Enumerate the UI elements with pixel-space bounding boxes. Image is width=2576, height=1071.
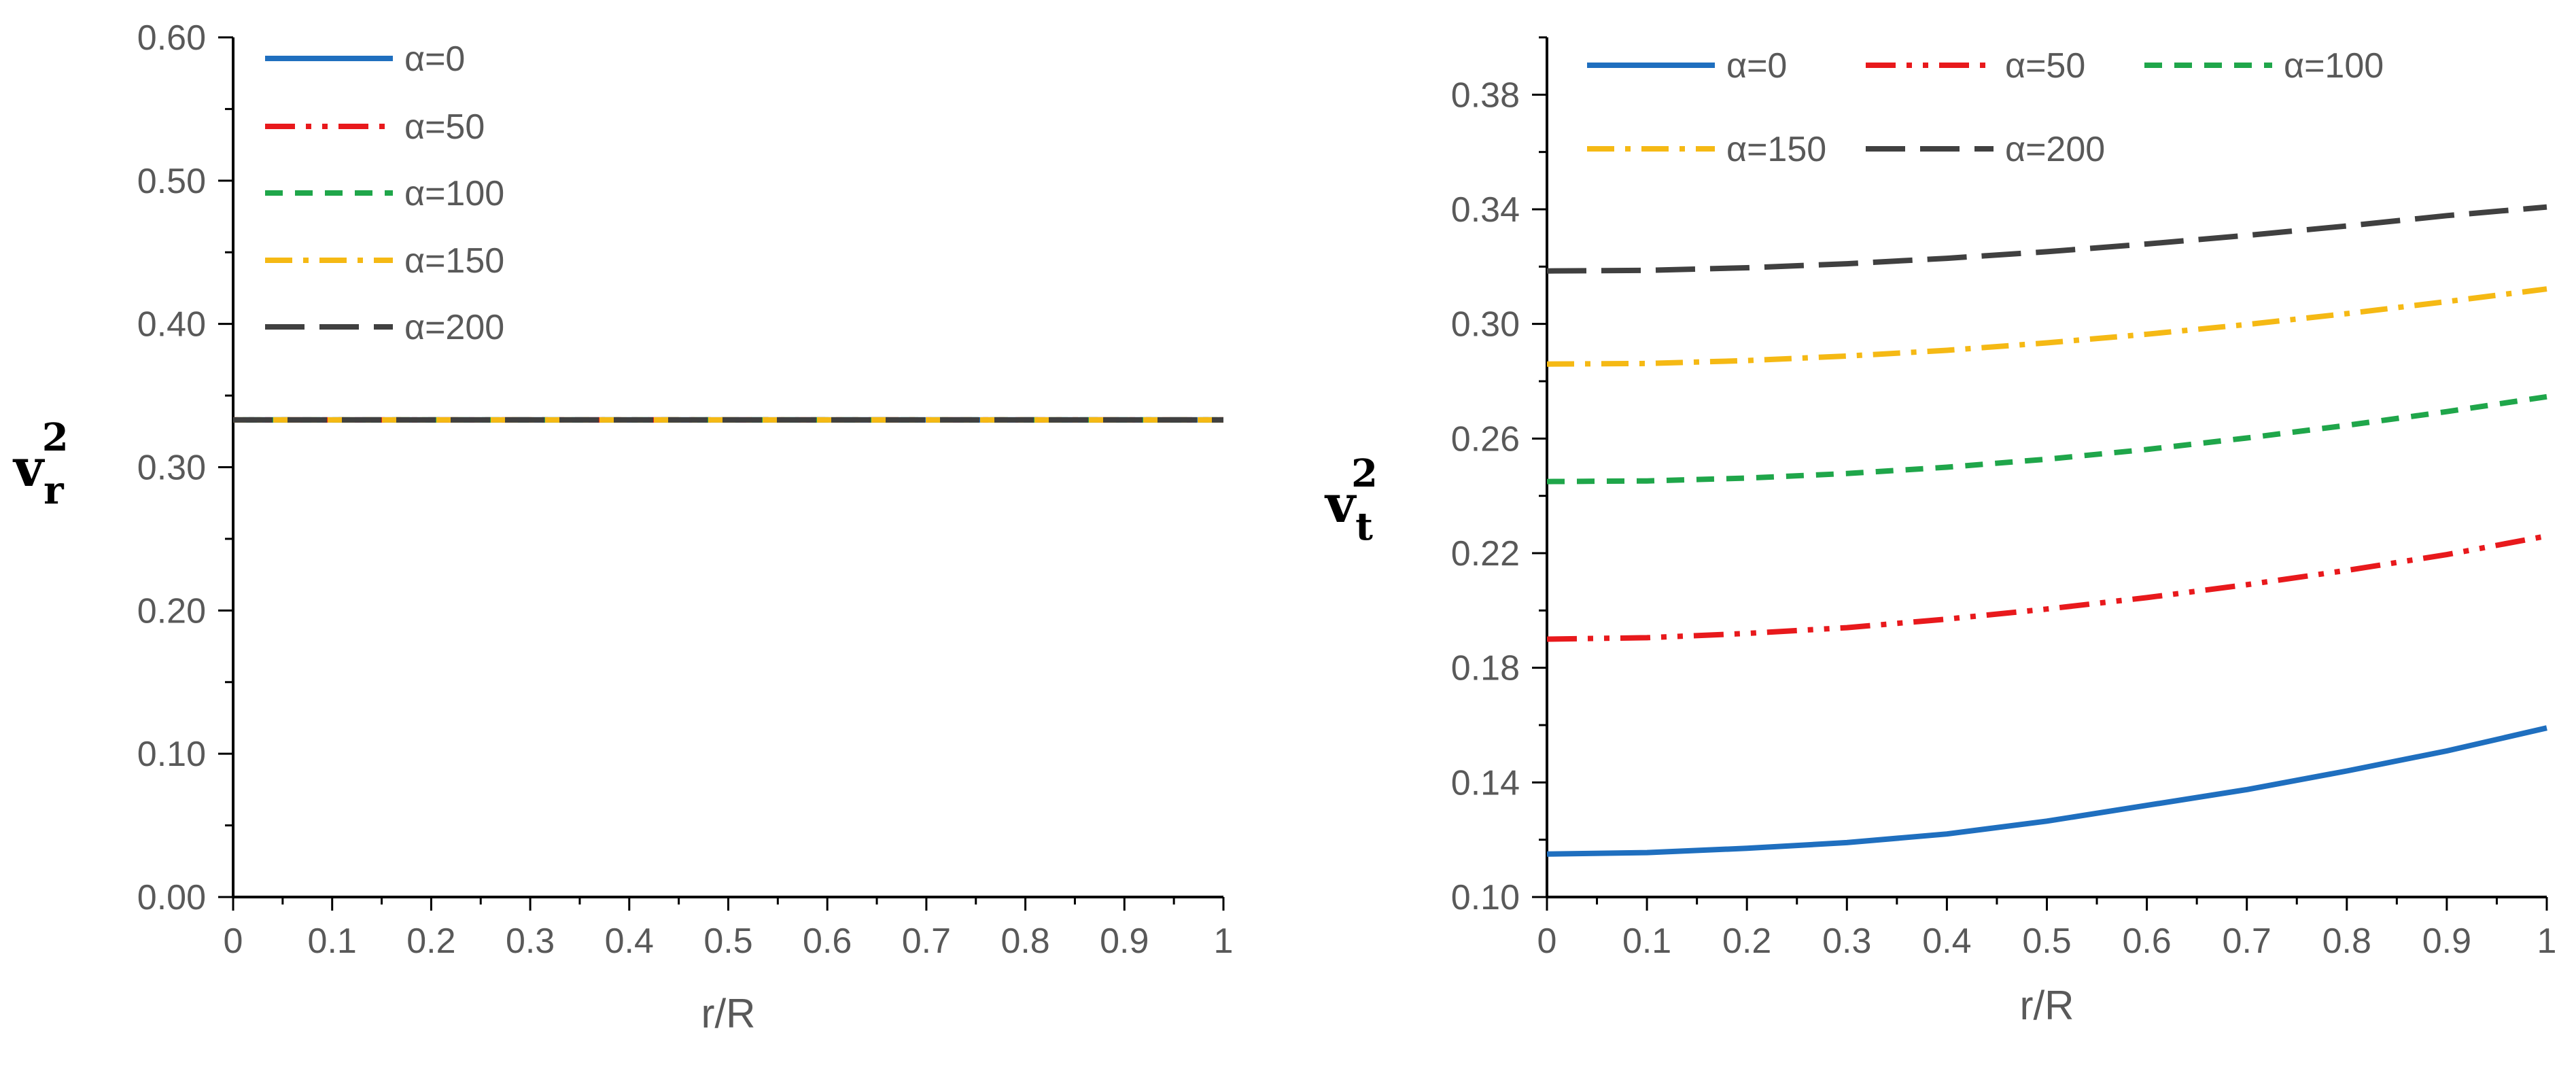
y-label-base: v	[1324, 474, 1357, 534]
x-tick-label: 0.4	[605, 921, 654, 961]
x-tick-label: 0.9	[1100, 921, 1149, 961]
y-tick-label: 0.22	[1451, 534, 1520, 574]
y-label-sub: t	[1355, 504, 1373, 549]
x-tick-label: 1	[1214, 921, 1234, 961]
x-tick-label: 0.8	[2322, 921, 2371, 961]
x-tick-label: 0.2	[406, 921, 455, 961]
legend-label-2: α=50	[404, 107, 485, 147]
series-line-1	[1546, 725, 2547, 857]
x-tick-label: 0.3	[1822, 921, 1871, 961]
y-axis-label: vt 2	[1324, 451, 1378, 549]
series-line-5	[1546, 204, 2547, 274]
series-line-3	[1546, 393, 2547, 485]
x-tick-label: 0.3	[506, 921, 555, 961]
y-tick-label: 0.10	[137, 735, 206, 774]
chart-1: 0.00 0.10 0.20 0.30 0.40 0.50 0.60 0 0.1 0.2 0.3 0.…	[12, 18, 1233, 1036]
legend-label-5: α=200	[2005, 130, 2105, 169]
legend-label-2: α=50	[2005, 46, 2085, 86]
series-line-2	[1546, 533, 2547, 642]
x-axis-label: r/R	[2020, 983, 2074, 1028]
legend-label-1: α=0	[404, 39, 465, 79]
x-tick-label: 0.1	[308, 921, 357, 961]
series-line-4	[1546, 286, 2547, 367]
y-tick-label: 0.38	[1451, 75, 1520, 115]
x-tick-label: 1	[2537, 921, 2557, 961]
x-tick-label: 0.6	[803, 921, 852, 961]
x-axis-label: r/R	[701, 991, 756, 1036]
legend-label-3: α=100	[2284, 46, 2384, 86]
y-tick-label: 0.10	[1451, 878, 1520, 917]
y-label-base: v	[12, 438, 46, 498]
y-tick-label: 0.50	[137, 162, 206, 201]
x-tick-label: 0.1	[1622, 921, 1671, 961]
legend-label-4: α=150	[404, 241, 504, 281]
y-tick-label: 0.18	[1451, 649, 1520, 688]
x-tick-label: 0.2	[1722, 921, 1771, 961]
legend-label-1: α=0	[1726, 46, 1787, 86]
y-tick-label: 0.30	[1451, 305, 1520, 345]
x-tick-label: 0.4	[1922, 921, 1971, 961]
y-tick-label: 0.34	[1451, 190, 1520, 230]
y-tick-label: 0.20	[137, 591, 206, 631]
x-tick-label: 0.9	[2422, 921, 2471, 961]
legend-label-3: α=100	[404, 174, 504, 213]
x-tick-label: 0.7	[902, 921, 951, 961]
y-label-sub: r	[43, 468, 65, 513]
x-tick-label: 0.5	[703, 921, 752, 961]
x-tick-label: 0.6	[2122, 921, 2171, 961]
x-tick-label: 0.7	[2223, 921, 2272, 961]
y-tick-label: 0.60	[137, 18, 206, 58]
x-tick-label: 0.5	[2022, 921, 2071, 961]
x-tick-label: 0.8	[1000, 921, 1049, 961]
y-label-sup: 2	[1351, 451, 1378, 496]
y-label-sup: 2	[42, 415, 69, 460]
legend-label-5: α=200	[404, 308, 504, 347]
legend-label-4: α=150	[1726, 130, 1826, 169]
x-tick-label: 0	[224, 921, 243, 961]
y-tick-label: 0.26	[1451, 419, 1520, 459]
chart-2: 0.10 0.14 0.18 0.22 0.26 0.30 0.34 0.38 0 0.1 0.2 0…	[1324, 36, 2557, 1028]
y-tick-label: 0.14	[1451, 763, 1520, 803]
y-axis-label: vr 2	[12, 415, 69, 513]
y-tick-label: 0.00	[137, 878, 206, 917]
y-tick-label: 0.30	[137, 449, 206, 488]
y-tick-label: 0.40	[137, 305, 206, 345]
x-tick-label: 0	[1537, 921, 1557, 961]
